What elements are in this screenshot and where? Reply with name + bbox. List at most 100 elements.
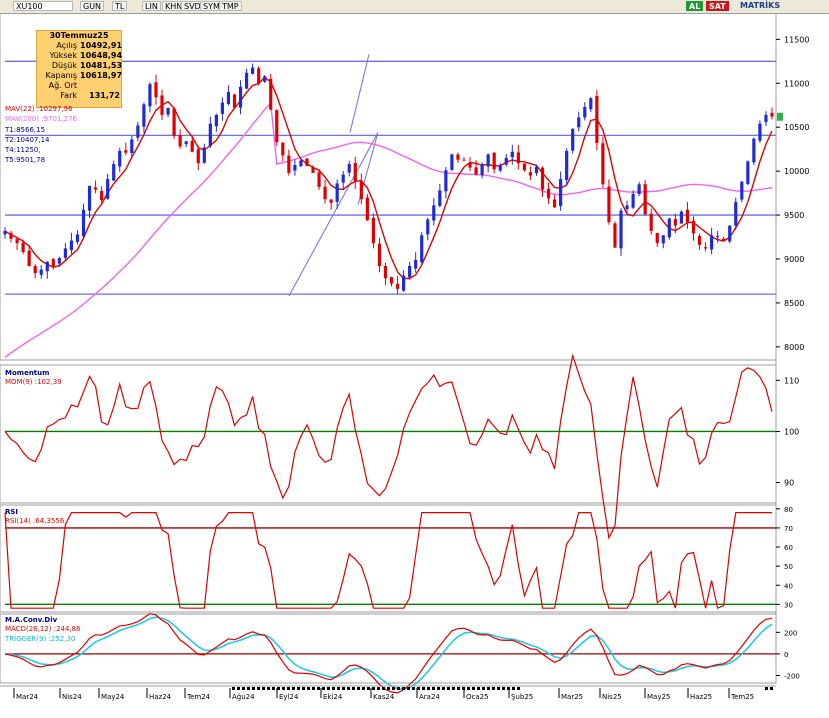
x-axis-strip-dash: [452, 687, 455, 690]
t4-label: T4:11250,: [5, 146, 41, 154]
x-axis-strip-dash: [252, 687, 255, 690]
macd-tick-label: -200: [784, 672, 800, 680]
x-axis-strip-dash: [765, 687, 768, 690]
x-tick-label: Haz24: [149, 693, 172, 701]
candle-body: [154, 82, 158, 98]
candle-body: [383, 265, 388, 279]
trigger-line: [4, 616, 773, 691]
chart-canvas[interactable]: 8000 8500 9000 9500 10000 10500 11000 11500 90 10…: [0, 13, 829, 718]
x-tick-label: Eki24: [323, 693, 343, 701]
momentum-title: Momentum: [5, 369, 50, 377]
candle-body: [595, 95, 599, 144]
candle-body: [244, 72, 249, 89]
x-axis-strip-dash: [292, 687, 295, 690]
macd-name: MACD(26,12): [5, 625, 52, 633]
info-label-diff: Fark: [60, 91, 77, 100]
info-value-avg: [80, 81, 120, 91]
x-tick-label: Nis25: [602, 693, 622, 701]
x-axis-strip-dash: [512, 687, 515, 690]
buy-button[interactable]: AL: [686, 1, 704, 11]
x-axis-strip-dash: [477, 687, 480, 690]
last-price-marker: [777, 112, 783, 121]
candle-body: [450, 154, 454, 170]
ohlc-info-box: 30Temmuz25 Açılış 10492,91 Yüksek 10648,94…: [36, 30, 122, 108]
momentum-tick-label: 90: [784, 479, 794, 488]
x-axis-strip-dash: [337, 687, 340, 690]
t5-label: T5:9501,78: [5, 156, 46, 164]
candle-body: [619, 210, 623, 249]
candle-body: [202, 147, 206, 163]
x-axis-strip-dash: [287, 687, 290, 690]
candle-body: [667, 218, 671, 238]
price-tick-label: 9500: [784, 211, 804, 220]
candle-body: [220, 102, 225, 114]
momentum-line: [4, 353, 773, 540]
candle-body: [112, 164, 116, 181]
candle-body: [359, 181, 363, 200]
x-tick-label: Mar25: [561, 693, 583, 701]
candle-body: [148, 84, 152, 107]
x-tick-label: Eyl24: [279, 693, 299, 701]
currency-button[interactable]: TL: [112, 1, 128, 11]
candle-body: [57, 258, 61, 264]
x-axis-strip-dash: [457, 687, 460, 690]
x-axis-strip-dash: [427, 687, 430, 690]
info-date: 30Temmuz25: [49, 31, 109, 40]
candle-body: [136, 125, 140, 138]
candle-body: [637, 184, 641, 195]
candle-body: [607, 186, 611, 223]
candle-body: [45, 261, 49, 272]
mav22-legend: MAV(22) :10297,96: [5, 105, 73, 113]
candle-body: [752, 138, 756, 163]
toolbar: XU100 GUN TL LIN KHN SVD SYM TMP AL SAT …: [0, 0, 829, 14]
x-axis-strip-dash: [352, 687, 355, 690]
candle-body: [740, 181, 744, 200]
sell-button[interactable]: SAT: [706, 1, 729, 11]
x-axis-strip-dash: [257, 687, 260, 690]
rsi-tick-label: 60: [784, 544, 793, 552]
price-tick-label: 8000: [784, 343, 804, 352]
price-tick-label: 11500: [784, 35, 809, 44]
candle-body: [722, 238, 726, 241]
candle-body: [734, 201, 738, 226]
candle-body: [335, 183, 339, 202]
candle-body: [21, 242, 25, 252]
x-axis-strip-dash: [297, 687, 300, 690]
x-axis-strip-dash: [277, 687, 280, 690]
price-tick-label: 8500: [784, 299, 804, 308]
mom-value: :102,39: [34, 378, 62, 386]
candle-body: [408, 266, 412, 278]
x-axis-strip-dash: [247, 687, 250, 690]
candle-body: [63, 248, 67, 258]
candle-body: [106, 179, 110, 199]
trend-line-upper: [349, 54, 370, 133]
candle-body: [395, 283, 400, 289]
candle-body: [571, 128, 575, 151]
candle-body: [142, 104, 146, 127]
candle-body: [613, 223, 617, 248]
candle-body: [39, 269, 43, 275]
x-axis-strip-dash: [332, 687, 335, 690]
candle-body: [679, 211, 684, 224]
symbol-selector[interactable]: XU100: [13, 1, 73, 11]
candle-body: [649, 213, 653, 231]
scale-linear-button[interactable]: LIN: [142, 1, 161, 11]
info-label-avg: Ağ. Ort: [48, 81, 77, 90]
tmp-button[interactable]: TMP: [219, 1, 242, 11]
candle-body: [93, 187, 98, 190]
candle-body: [87, 186, 92, 211]
trigger-value: :252,30: [48, 635, 76, 643]
candle-body: [728, 225, 732, 242]
candle-body: [178, 135, 182, 147]
macd-tick-label: 200: [784, 629, 797, 637]
candle-body: [516, 152, 520, 164]
info-label-open: Açılış: [56, 41, 77, 50]
period-button[interactable]: GUN: [80, 1, 105, 11]
x-tick-label: Nis24: [62, 693, 82, 701]
candle-body: [438, 190, 442, 206]
x-axis-strip-dash: [267, 687, 270, 690]
x-tick-label: May24: [101, 693, 125, 701]
x-axis-strip-dash: [417, 687, 420, 690]
candle-body: [480, 164, 484, 176]
candle-body: [565, 150, 569, 180]
